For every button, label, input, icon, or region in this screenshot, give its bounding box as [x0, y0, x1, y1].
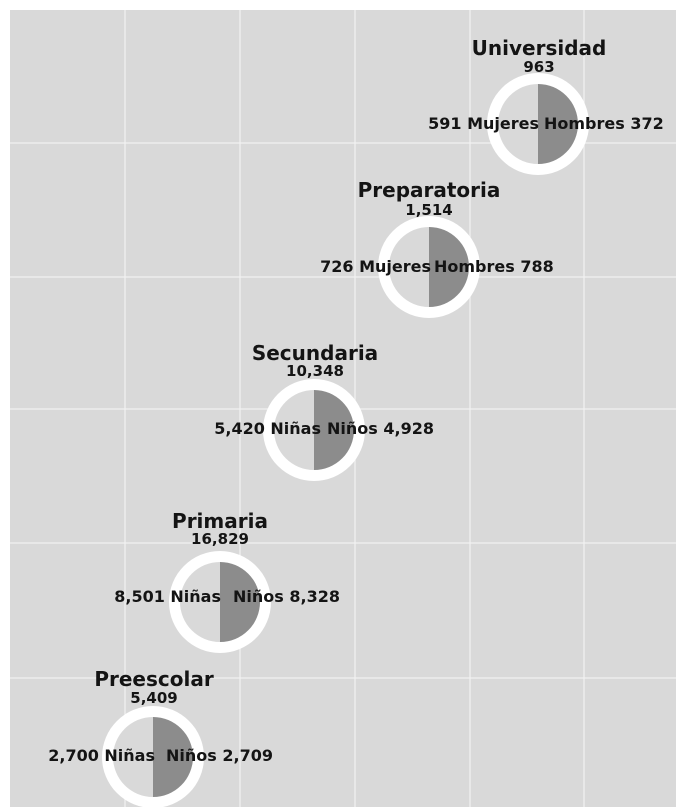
universidad-title: Universidad — [471, 36, 607, 60]
primaria-left-slice — [180, 562, 220, 642]
universidad-right-label: Hombres 372 — [544, 114, 664, 133]
preescolar-left-label: 2,700 Niñas — [48, 746, 155, 765]
preescolar-right-slice — [153, 717, 193, 797]
primaria-title: Primaria — [172, 509, 268, 533]
primaria-right-slice — [220, 562, 260, 642]
secundaria-total: 10,348 — [286, 362, 344, 380]
secundaria-right-label: Niños 4,928 — [327, 419, 434, 438]
preparatoria-right-slice — [429, 227, 469, 307]
universidad-left-slice — [498, 84, 538, 164]
secundaria-left-label: 5,420 Niñas — [214, 419, 321, 438]
preparatoria-right-label: Hombres 788 — [434, 257, 554, 276]
secundaria-title: Secundaria — [251, 341, 379, 365]
secundaria-left-slice — [274, 390, 314, 470]
universidad-total: 963 — [523, 58, 555, 76]
secundaria-right-slice — [314, 390, 354, 470]
preescolar-right-label: Niños 2,709 — [166, 746, 273, 765]
preparatoria-total: 1,514 — [405, 201, 453, 219]
preescolar-left-slice — [113, 717, 153, 797]
preparatoria-left-slice — [389, 227, 429, 307]
universidad-right-slice — [538, 84, 578, 164]
primaria-total: 16,829 — [191, 530, 249, 548]
preescolar-total: 5,409 — [130, 689, 178, 707]
preescolar-title: Preescolar — [94, 667, 214, 691]
preparatoria-left-label: 726 Mujeres — [320, 257, 431, 276]
preparatoria-title: Preparatoria — [357, 178, 501, 202]
primaria-right-label: Niños 8,328 — [233, 587, 340, 606]
universidad-left-label: 591 Mujeres — [428, 114, 539, 133]
primaria-left-label: 8,501 Niñas — [114, 587, 221, 606]
